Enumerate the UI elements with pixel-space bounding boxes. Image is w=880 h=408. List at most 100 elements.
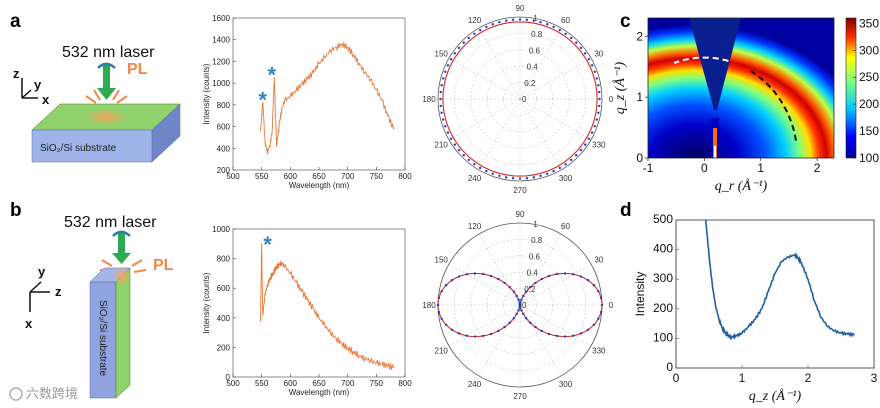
profile-d-data-point bbox=[820, 317, 822, 319]
polar-a-radial-label: 0.2 bbox=[524, 79, 536, 88]
spectrum-b-data-point bbox=[278, 263, 280, 266]
profile-d-data-point bbox=[833, 330, 836, 332]
spectrum-a-xtick-label: 750 bbox=[370, 172, 384, 181]
polar-a-data-point bbox=[462, 154, 465, 157]
polar-a-angle-label: 0 bbox=[609, 95, 614, 104]
polar-a-data-point bbox=[473, 32, 476, 36]
polar-b-data-point bbox=[547, 274, 551, 278]
polar-a-angle-label: 30 bbox=[594, 50, 603, 59]
polar-b-data-point bbox=[529, 321, 532, 324]
substrate-label-b: SiO₂/Si substrate bbox=[97, 300, 108, 377]
spectrum-a-data-point bbox=[324, 56, 326, 58]
polar-a-data-point bbox=[485, 169, 488, 173]
colorbar-tick-label: 150 bbox=[859, 124, 879, 138]
spectrum-a-data-point bbox=[306, 78, 309, 80]
profile-d-data-point bbox=[827, 325, 829, 328]
saxs-xtick-label: 2 bbox=[814, 161, 821, 175]
polar-a-data-point bbox=[546, 172, 549, 175]
polar-b-grid-spoke bbox=[519, 263, 592, 306]
spectrum-a-data-point bbox=[347, 46, 349, 48]
spectrum-a-ytick-label: 1400 bbox=[212, 36, 230, 45]
polar-b-data-point bbox=[457, 332, 461, 335]
polar-b-data-point bbox=[436, 303, 440, 307]
polar-b-data-point bbox=[450, 279, 454, 282]
polar-b-data-point bbox=[579, 275, 583, 278]
spectrum-a-data-point bbox=[370, 79, 372, 81]
polar-b-angle-label: 240 bbox=[468, 380, 482, 389]
spectrum-a-data-point bbox=[271, 132, 273, 134]
polar-a-data-point bbox=[504, 176, 508, 179]
polar-a-radial-label: 0.6 bbox=[529, 46, 541, 55]
polar-b-data-point bbox=[444, 323, 448, 327]
polar-a-radial-label: 0.4 bbox=[527, 63, 539, 72]
spectrum-b-series-line bbox=[260, 243, 394, 370]
polar-b-data-point bbox=[437, 296, 441, 300]
polar-b-data-point bbox=[547, 332, 551, 336]
polar-b-grid-spoke bbox=[448, 263, 521, 306]
beamstop-wedge bbox=[689, 18, 741, 110]
profile-d-data-point bbox=[814, 300, 816, 302]
polar-a-data-point bbox=[575, 154, 578, 157]
polar-b-data-point bbox=[520, 298, 523, 301]
colorbar-tick-label: 200 bbox=[859, 97, 879, 111]
spectrum-b-ytick-label: 0 bbox=[226, 373, 231, 382]
spectrum-b-data-point bbox=[306, 299, 309, 301]
polarization-icon bbox=[97, 62, 116, 69]
spectrum-b-data-point bbox=[329, 332, 332, 334]
polar-b-data-point bbox=[489, 332, 493, 336]
laser-spot-a bbox=[84, 109, 128, 125]
polar-a-grid-spoke bbox=[478, 98, 521, 171]
profile-d-data-point bbox=[847, 333, 849, 335]
polar-b-data-point bbox=[599, 310, 603, 314]
spectrum-b-data-point bbox=[284, 265, 286, 267]
spectrum-a-ytick-label: 1200 bbox=[212, 57, 230, 66]
polar-a-data-point bbox=[590, 131, 594, 134]
spectrum-a-data-point bbox=[278, 125, 280, 128]
spectrum-a-data-point bbox=[341, 43, 343, 45]
specular-streak bbox=[713, 128, 717, 158]
polar-a-data-point bbox=[467, 36, 471, 40]
spectrum-b-data-point bbox=[387, 365, 389, 367]
watermark: 六数跨境 bbox=[9, 387, 78, 402]
spectrum-b-data-point bbox=[347, 347, 349, 349]
spectrum-b-data-point bbox=[352, 351, 354, 353]
polar-b-data-point bbox=[503, 325, 506, 329]
spectrum-a-data-point bbox=[262, 102, 264, 104]
saxs-xlabel: q_r (Å⁻¹) bbox=[715, 178, 768, 194]
polar-b-angle-label: 60 bbox=[561, 222, 570, 231]
profile-d-data-point bbox=[738, 334, 740, 336]
ring-guide-black bbox=[750, 70, 797, 141]
polar-a-grid-spoke bbox=[448, 98, 521, 141]
spectrum-a-data-point bbox=[375, 89, 377, 91]
profile-d-ytick-label: 100 bbox=[653, 330, 673, 344]
saxs-heatmap bbox=[648, 18, 834, 158]
polar-a-data-point bbox=[440, 111, 443, 115]
colorbar-tick-label: 250 bbox=[859, 70, 879, 84]
profile-d-ytick-label: 200 bbox=[653, 301, 673, 315]
polar-b-data-point bbox=[563, 335, 567, 338]
polar-b-data-point bbox=[481, 272, 485, 276]
watermark-text: 六数跨境 bbox=[26, 387, 78, 402]
polar-b-data-point bbox=[563, 272, 567, 275]
spectrum-b-data-point bbox=[262, 314, 264, 316]
polar-a-data-point bbox=[485, 25, 488, 29]
polar-b-data-point bbox=[437, 310, 441, 314]
polar-b-chart: 906030033030027024021018015012000.20.40.… bbox=[422, 210, 613, 401]
spectrum-b-data-point bbox=[312, 308, 314, 310]
profile-d-data-point bbox=[774, 272, 776, 274]
profile-d-xlabel: q_z (Å⁻¹) bbox=[749, 388, 802, 404]
polar-b-data-point bbox=[599, 296, 603, 300]
polar-a-grid-spoke bbox=[519, 98, 562, 171]
spectrum-a-ytick-label: 800 bbox=[217, 101, 231, 110]
profile-d-data-point bbox=[748, 325, 750, 328]
polar-b-angle-label: 210 bbox=[435, 347, 449, 356]
polar-a-data-point bbox=[598, 104, 601, 108]
polar-b-data-point bbox=[481, 334, 485, 338]
polar-a-data-point bbox=[593, 70, 596, 73]
polar-a-angle-label: 270 bbox=[513, 186, 527, 195]
profile-d-data-point bbox=[794, 254, 796, 256]
profile-d-frame bbox=[675, 219, 875, 369]
polar-a-data-point bbox=[518, 177, 522, 180]
saxs-xtick-label: -1 bbox=[643, 161, 654, 175]
profile-d-data-point bbox=[767, 290, 770, 292]
